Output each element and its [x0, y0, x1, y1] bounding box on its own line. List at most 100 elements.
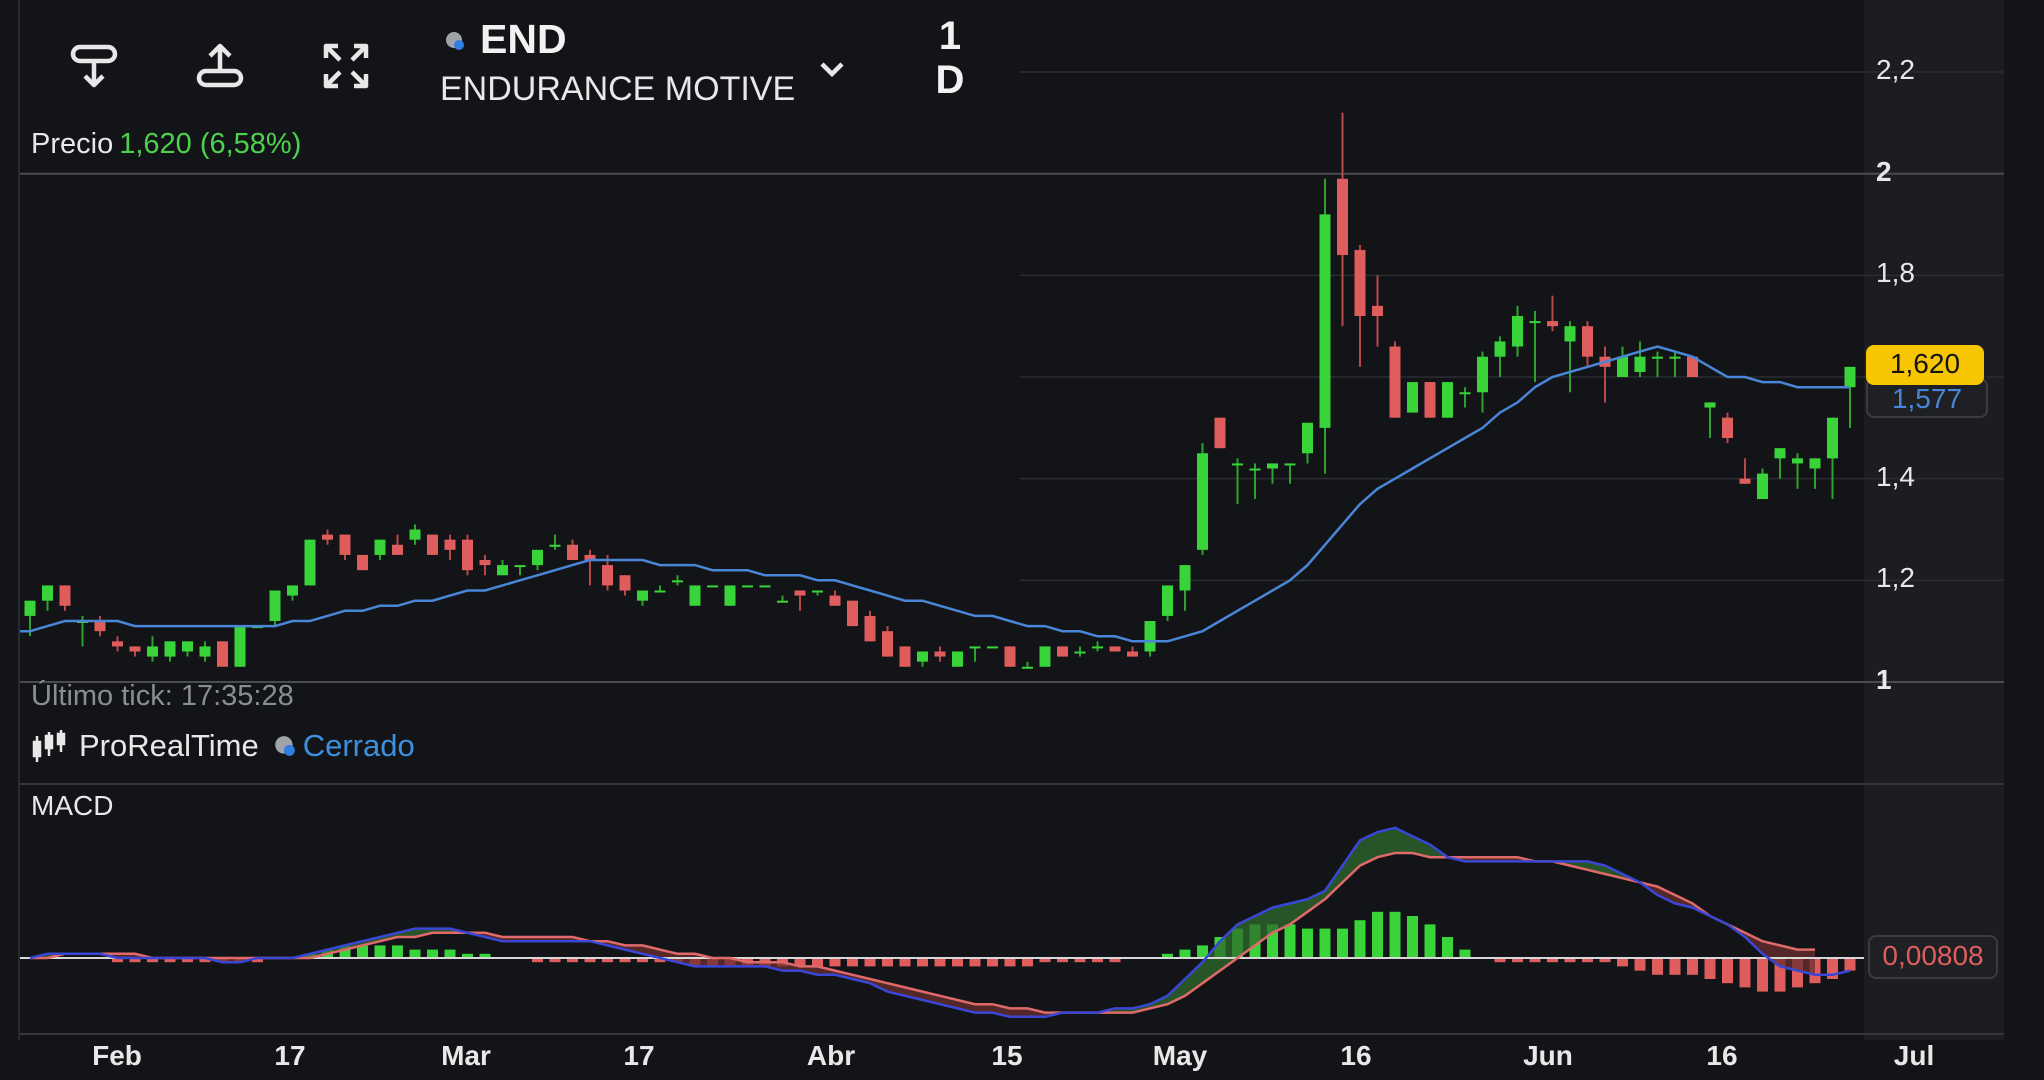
macd-histogram-bar [1512, 958, 1523, 963]
macd-histogram-bar [794, 958, 806, 967]
macd-histogram-bar [1459, 949, 1471, 958]
candle-body [1039, 646, 1051, 667]
x-tick-label: May [1152, 1040, 1208, 1071]
candle-body [322, 534, 333, 540]
macd-histogram-bar [1057, 958, 1068, 963]
candle-body [1302, 422, 1313, 454]
candle-body [1074, 651, 1086, 654]
candle-body [1197, 453, 1208, 550]
macd-signal-fill [1342, 840, 1360, 883]
y-tick-label: 1,8 [1876, 257, 1915, 289]
candle-body [374, 539, 386, 555]
macd-signal-fill [1657, 886, 1675, 904]
macd-histogram-bar [1337, 928, 1348, 958]
macd-signal-fill [1762, 941, 1780, 967]
macd-signal-fill [1377, 827, 1395, 858]
price-header: Precio 1,620 (6,58%) [31, 128, 301, 161]
candle-body [1337, 178, 1348, 256]
macd-histogram-bar [812, 958, 823, 967]
market-status: Cerrado [302, 728, 415, 763]
signal-line [30, 851, 1815, 1014]
macd-histogram-bar [462, 953, 473, 958]
candle-body [1389, 346, 1401, 418]
candle-body [182, 641, 193, 652]
macd-histogram-bar [864, 958, 876, 967]
candle-body [584, 554, 596, 561]
macd-histogram-bar [934, 958, 946, 967]
macd-histogram-bar [1109, 958, 1121, 963]
candle-body [707, 585, 718, 588]
macd-histogram-bar [1529, 958, 1541, 963]
provider-info: ProRealTime Cerrado [31, 728, 415, 764]
candle-body [1459, 392, 1471, 395]
macd-histogram-bar [654, 958, 666, 963]
macd-histogram-bar [1197, 945, 1208, 958]
candle-body [1617, 356, 1628, 378]
symbol-selector[interactable]: END ENDURANCE MOTIVE [440, 12, 860, 112]
candle-body [759, 585, 771, 588]
interval-selector[interactable]: 1 D [920, 14, 980, 102]
macd-histogram-bar [1722, 958, 1733, 984]
candlestick-icon [32, 730, 66, 762]
macd-histogram-bar [969, 958, 981, 967]
candle-body [899, 646, 911, 667]
candle-body [1127, 651, 1138, 657]
moving-average-line [20, 345, 1850, 643]
candle-body [1022, 666, 1033, 669]
macd-histogram-bar [1634, 958, 1646, 971]
candle-body [847, 600, 858, 627]
candle-body [637, 590, 648, 601]
candle-body [59, 585, 71, 606]
candle-body [1547, 321, 1558, 327]
macd-histogram-bar [1442, 937, 1453, 958]
candle-body [829, 595, 841, 606]
macd-histogram-bar [567, 958, 578, 963]
macd-histogram-bar [1687, 958, 1698, 975]
drawing-tool-button[interactable] [62, 34, 126, 98]
candle-body [357, 554, 368, 571]
macd-histogram-bar [1267, 924, 1278, 958]
candle-body [724, 585, 736, 606]
candle-body [1582, 326, 1593, 357]
macd-histogram-bar [1739, 958, 1751, 988]
candle-body [672, 580, 683, 583]
candle-body [1004, 646, 1016, 667]
candle-body [1774, 448, 1786, 459]
candle-body [479, 560, 491, 566]
macd-histogram-bar [1669, 958, 1681, 975]
fullscreen-button[interactable] [314, 34, 378, 98]
candle-body [882, 631, 893, 657]
macd-signal-fill [1395, 827, 1413, 853]
macd-histogram-bar [1774, 958, 1786, 992]
macd-histogram-bar [129, 958, 141, 963]
macd-histogram-bar [409, 949, 421, 958]
candle-body [1232, 463, 1243, 466]
candle-body [304, 539, 316, 586]
share-button[interactable] [188, 34, 252, 98]
candle-body [392, 544, 403, 555]
macd-signal-fill [992, 1004, 1010, 1017]
chevron-down-icon [820, 62, 844, 78]
candle-body [934, 651, 946, 657]
macd-histogram-bar [427, 949, 438, 958]
macd-signal-fill [1412, 836, 1430, 858]
macd-histogram-bar [532, 958, 543, 963]
macd-histogram-bar [549, 958, 561, 963]
macd-histogram-bar [1844, 958, 1856, 971]
macd-signal-fill [1360, 832, 1378, 866]
provider-name: ProRealTime [79, 728, 259, 763]
macd-signal-fill [712, 958, 730, 967]
price-value: 1,620 (6,58%) [119, 128, 302, 160]
y-tick-label: 2 [1876, 155, 1892, 187]
macd-histogram-bar [1704, 958, 1716, 979]
macd-signal-fill [1167, 979, 1185, 1005]
macd-histogram-bar [847, 958, 858, 967]
candle-body [217, 641, 228, 667]
y-tick-label: 1,2 [1876, 562, 1915, 594]
candle-body [1249, 468, 1261, 471]
candle-body [1739, 478, 1751, 484]
macd-histogram-bar [882, 958, 893, 967]
macd-histogram-bar [1302, 928, 1313, 958]
x-tick-label: Mar [441, 1040, 491, 1071]
